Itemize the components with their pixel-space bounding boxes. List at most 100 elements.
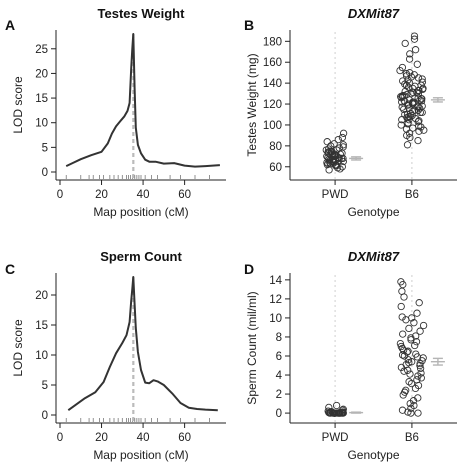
y-axis-label-c: LOD score [11,319,25,377]
y-tick-label-d: 10 [269,313,282,325]
data-point-b6 [404,356,412,364]
data-point-b6 [400,367,408,375]
data-point-b6 [398,287,406,295]
y-tick-label-b: 100 [263,120,282,132]
x-axis-label-b: Genotype [347,205,399,219]
data-point-b6 [411,46,420,54]
y-tick-label-b: 160 [263,57,282,69]
data-point-b6 [396,339,405,348]
data-point-b6 [406,69,414,77]
data-point-b6 [403,348,411,356]
data-point-pwd [334,135,342,144]
data-point-b6 [405,378,413,386]
data-point-b6 [411,341,419,350]
panel-title-c: Sperm Count [100,249,182,264]
data-point-b6 [397,302,405,311]
data-point-b6 [414,74,423,82]
data-point-pwd [338,163,346,171]
data-point-b6 [416,364,425,373]
data-point-pwd [339,405,347,413]
data-point-pwd [327,408,336,416]
data-point-b6 [410,401,418,410]
y-tick-label-b: 60 [269,162,282,174]
data-point-pwd [339,143,347,151]
data-point-b6 [409,84,417,93]
y-tick-label-a: 5 [42,142,48,154]
data-point-b6 [409,98,417,106]
y-tick-label-c: 0 [42,410,48,422]
data-point-b6 [400,105,408,113]
data-point-b6 [410,71,418,79]
lod-curve-c [67,276,218,412]
data-point-b6 [401,39,409,48]
category-label-d: B6 [405,432,419,444]
y-tick-label-d: 14 [269,275,282,287]
data-point-b6 [416,327,424,335]
data-point-pwd [332,401,341,410]
panel-title-a: Testes Weight [98,6,186,21]
y-tick-label-a: 15 [35,93,48,105]
data-point-b6 [398,313,406,321]
category-label-d: PWD [322,432,349,444]
y-tick-label-d: 12 [269,294,282,306]
y-tick-label-b: 140 [263,78,282,90]
data-point-b6 [418,75,426,83]
y-tick-label-c: 10 [35,350,48,362]
data-point-b6 [398,63,407,72]
x-tick-label-a: 60 [178,189,191,201]
data-point-b6 [402,386,410,394]
data-point-pwd [323,138,331,146]
y-tick-label-c: 20 [35,290,48,302]
data-point-b6 [418,95,426,103]
data-point-b6 [414,136,422,145]
data-point-b6 [418,102,426,110]
y-tick-label-d: 8 [276,332,282,344]
x-tick-label-a: 0 [57,189,63,201]
data-point-pwd [339,141,347,149]
data-point-b6 [406,50,414,58]
data-point-pwd [338,406,347,414]
data-point-b6 [413,376,421,384]
panel-label-d: D [244,261,254,277]
category-label-b: B6 [405,189,419,201]
y-tick-label-a: 10 [35,118,48,130]
data-point-b6 [415,299,423,307]
data-point-pwd [324,407,332,415]
data-point-b6 [414,394,422,402]
y-tick-label-d: 4 [276,370,283,382]
x-axis-label-d: Genotype [347,448,399,462]
x-tick-label-a: 20 [95,189,108,201]
data-point-b6 [397,121,405,129]
x-tick-label-c: 40 [137,432,150,444]
data-point-b6 [414,94,422,102]
y-tick-label-d: 0 [276,408,282,420]
data-point-b6 [417,369,425,377]
data-point-b6 [413,60,421,68]
x-tick-label-c: 20 [95,432,108,444]
y-tick-label-a: 20 [35,68,48,80]
data-point-b6 [413,309,421,317]
data-point-b6 [412,350,420,358]
x-axis-label-a: Map position (cM) [93,205,188,219]
category-label-b: PWD [322,189,349,201]
x-tick-label-a: 40 [137,189,150,201]
panel-label-a: A [5,17,15,33]
data-point-b6 [414,106,422,114]
data-point-pwd [330,140,338,148]
data-point-b6 [410,319,418,327]
data-point-b6 [418,78,427,86]
data-point-pwd [338,133,347,142]
data-point-b6 [404,347,412,355]
data-point-b6 [398,406,407,414]
y-tick-label-b: 80 [269,141,282,153]
y-tick-label-d: 2 [276,389,282,401]
data-point-b6 [405,55,414,63]
data-point-b6 [399,330,407,338]
data-point-b6 [403,141,412,149]
y-tick-label-b: 180 [263,36,282,48]
data-point-b6 [410,35,419,43]
y-tick-label-d: 6 [276,351,282,363]
data-point-b6 [415,127,423,135]
data-point-b6 [408,314,416,322]
